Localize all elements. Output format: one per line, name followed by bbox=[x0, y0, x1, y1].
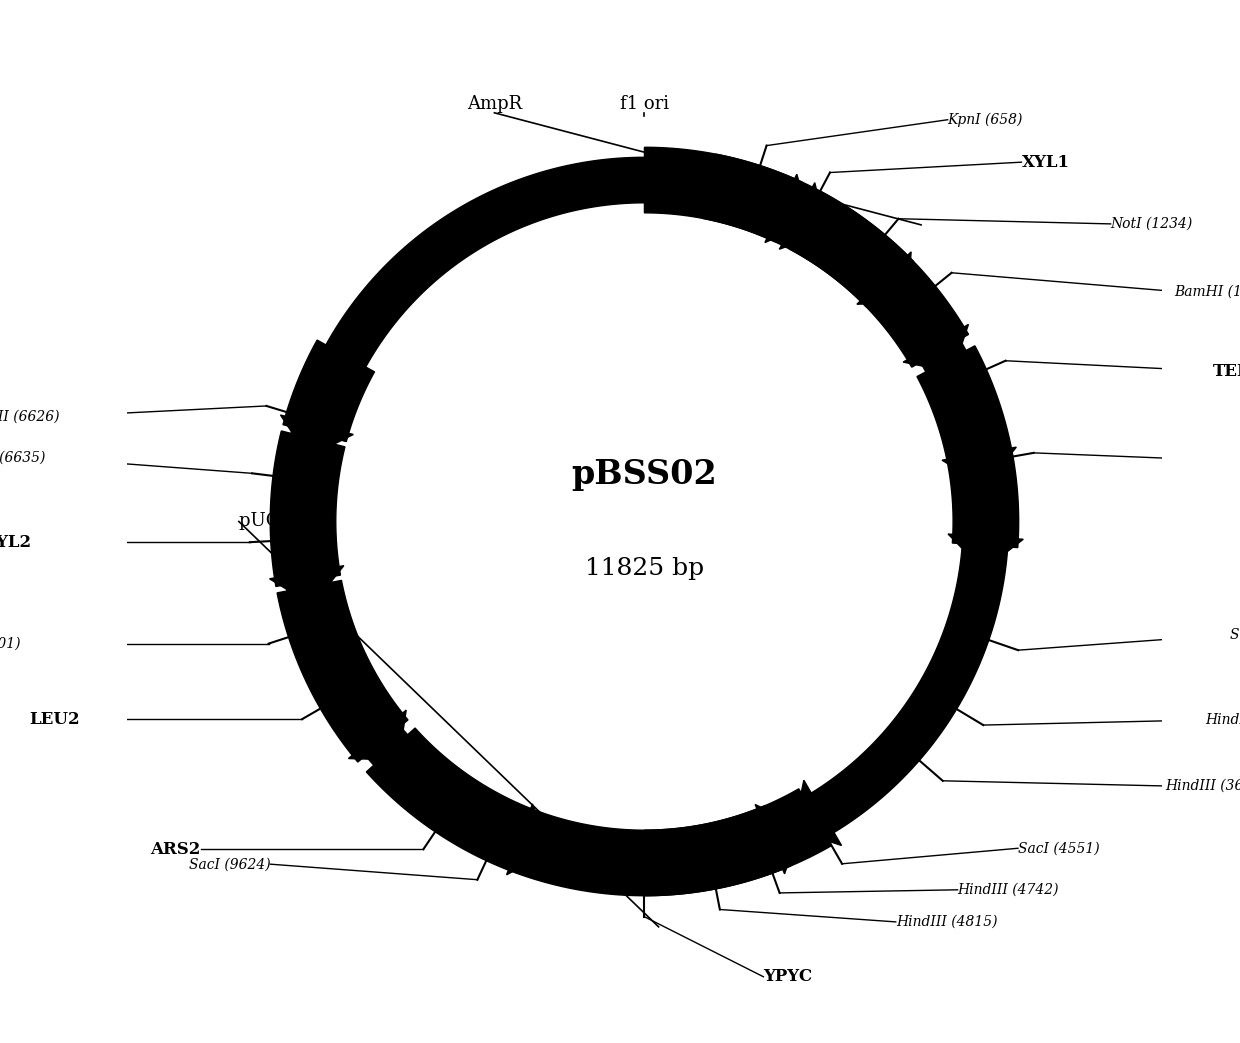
Text: SacI (4551): SacI (4551) bbox=[1018, 842, 1100, 855]
Polygon shape bbox=[270, 431, 345, 586]
Polygon shape bbox=[916, 346, 1013, 468]
Text: 11825 bp: 11825 bp bbox=[585, 557, 704, 580]
Polygon shape bbox=[507, 804, 551, 875]
Polygon shape bbox=[755, 804, 801, 874]
Text: BamHI (1245): BamHI (1245) bbox=[1174, 285, 1240, 298]
Polygon shape bbox=[277, 580, 408, 762]
Polygon shape bbox=[790, 191, 968, 367]
Polygon shape bbox=[794, 780, 842, 846]
Text: pBSS02: pBSS02 bbox=[572, 459, 717, 491]
Text: LEU2: LEU2 bbox=[29, 710, 79, 728]
Text: HindIII (4742): HindIII (4742) bbox=[957, 882, 1059, 897]
Polygon shape bbox=[645, 789, 832, 896]
Text: SacI (9624): SacI (9624) bbox=[188, 857, 270, 871]
Polygon shape bbox=[280, 415, 353, 457]
Text: XYL2: XYL2 bbox=[0, 534, 32, 551]
Text: TEF1: TEF1 bbox=[1213, 363, 1240, 380]
Text: NotI (1234): NotI (1234) bbox=[1111, 217, 1193, 231]
Text: HindIII (6626): HindIII (6626) bbox=[0, 409, 60, 423]
Polygon shape bbox=[765, 174, 811, 243]
Text: SalI (3088): SalI (3088) bbox=[1230, 628, 1240, 641]
Text: HindIII (4815): HindIII (4815) bbox=[895, 915, 997, 929]
Text: KpnI (658): KpnI (658) bbox=[947, 113, 1023, 127]
Polygon shape bbox=[857, 251, 911, 305]
Polygon shape bbox=[942, 447, 1017, 487]
Polygon shape bbox=[269, 565, 343, 605]
Polygon shape bbox=[283, 340, 374, 441]
Polygon shape bbox=[645, 147, 802, 242]
Text: f1 ori: f1 ori bbox=[620, 95, 670, 113]
Polygon shape bbox=[780, 183, 827, 249]
Polygon shape bbox=[280, 157, 1008, 886]
Text: AmpR: AmpR bbox=[466, 95, 522, 113]
Polygon shape bbox=[516, 805, 791, 896]
Polygon shape bbox=[703, 154, 820, 249]
Polygon shape bbox=[949, 457, 1018, 548]
Text: NdeI (6635): NdeI (6635) bbox=[0, 451, 45, 465]
Text: ARS2: ARS2 bbox=[150, 841, 201, 857]
Text: YPYC: YPYC bbox=[764, 968, 812, 986]
Text: pUC ori: pUC ori bbox=[239, 512, 310, 531]
Polygon shape bbox=[366, 728, 539, 873]
Polygon shape bbox=[903, 324, 968, 372]
Text: HindIII (3689): HindIII (3689) bbox=[1166, 779, 1240, 793]
Polygon shape bbox=[949, 534, 1023, 571]
Text: XYL1: XYL1 bbox=[1022, 153, 1069, 171]
Polygon shape bbox=[348, 710, 407, 760]
Text: HindIII (7101): HindIII (7101) bbox=[0, 636, 20, 651]
Polygon shape bbox=[790, 191, 914, 307]
Text: HindIII (3596): HindIII (3596) bbox=[1205, 713, 1240, 727]
